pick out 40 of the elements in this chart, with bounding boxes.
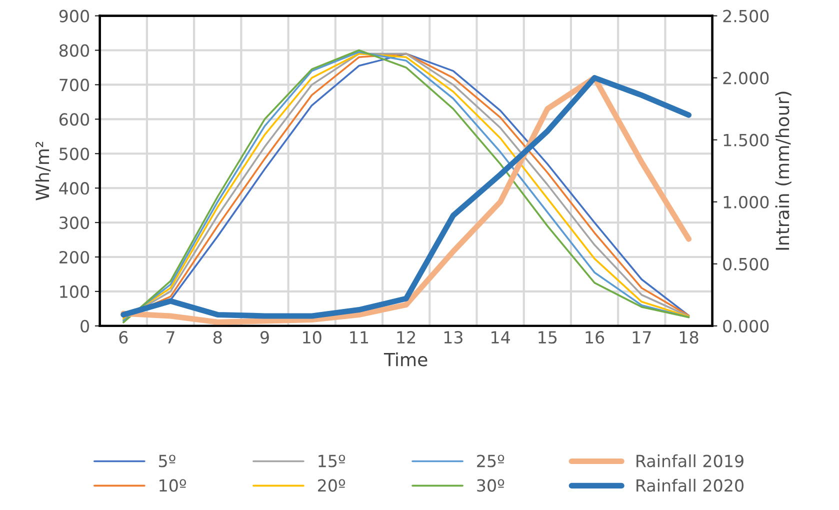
y-tick-label: 200 (60, 250, 90, 264)
y2-tick-label: 0.500 (723, 258, 769, 270)
y-tick-label: 700 (60, 78, 90, 92)
y-tick-label: 800 (59, 44, 90, 57)
y2-axis-title: Intrain (mm/hour) (775, 92, 792, 250)
legend-label: 20º (318, 479, 346, 492)
y-axis-title: Wh/m² (35, 142, 51, 200)
y-tick-label: 600 (59, 113, 90, 126)
y-tick-label: 100 (60, 285, 90, 298)
legend-label: 5º (159, 454, 176, 468)
x-tick-label: 8 (213, 331, 222, 344)
x-tick-label: 10 (303, 331, 322, 344)
x-tick-label: 18 (680, 331, 698, 344)
y-tick-label: 300 (60, 216, 90, 230)
legend-label: 10º (160, 479, 186, 492)
x-tick-label: 7 (166, 331, 174, 344)
legend-label: 15º (318, 454, 346, 468)
y2-tick-label: 1.000 (724, 196, 769, 208)
x-tick-label: 11 (350, 331, 368, 344)
y-tick-label: 900 (59, 10, 90, 22)
y2-tick-label: 0.000 (723, 320, 769, 332)
x-axis-title: Time (384, 352, 428, 366)
legend-label: 30º (477, 479, 504, 492)
x-tick-label: 15 (538, 331, 557, 344)
y2-tick-label: 2.000 (723, 72, 769, 84)
x-tick-label: 16 (586, 331, 604, 344)
y-tick-label: 500 (60, 148, 90, 160)
y2-tick-label: 2.500 (723, 10, 769, 22)
y-tick-label: 400 (59, 182, 90, 195)
x-tick-label: 17 (632, 331, 651, 344)
x-tick-label: 13 (444, 331, 462, 344)
x-tick-label: 9 (260, 331, 269, 344)
legend-label: Rainfall 2020 (636, 478, 744, 492)
x-tick-label: 6 (119, 331, 128, 344)
legend-label: Rainfall 2019 (636, 454, 744, 468)
x-tick-label: 14 (492, 331, 510, 344)
y2-tick-label: 1.500 (724, 134, 769, 146)
legend-label: 25º (477, 454, 504, 468)
y-tick-label: 0 (80, 320, 90, 332)
x-tick-label: 12 (397, 331, 416, 344)
